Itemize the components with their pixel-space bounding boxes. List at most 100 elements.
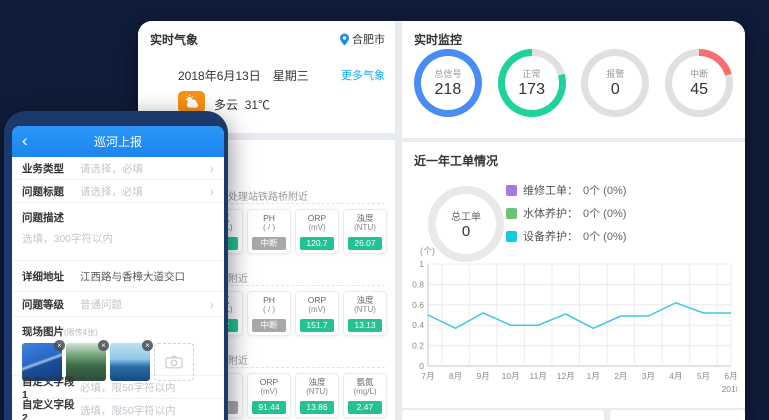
site-photo[interactable]: × — [110, 340, 153, 381]
site-photos-label: 现场图片 — [22, 326, 64, 338]
svg-text:0.2: 0.2 — [412, 341, 424, 351]
problem-description-field[interactable]: 问题描述 选填，300字符以内 — [12, 203, 224, 261]
sensor-name: 浊度 — [356, 213, 374, 223]
phone-screen: ‹ 巡河上报 业务类型 请选择，必填 › 问题标题 请选择，必填 › 问题描述 选填，30… — [12, 126, 224, 420]
sensor-name: PH — [263, 295, 275, 305]
address-field[interactable]: 详细地址 江西路与香樟大道交口 — [12, 261, 224, 292]
back-icon[interactable]: ‹ — [22, 131, 28, 150]
legend-item: 水体养护： 0个 (0%) — [506, 205, 626, 221]
custom-field-1-placeholder: 必填，限50字符以内 — [80, 381, 176, 394]
sensor-name: ORP — [307, 213, 327, 223]
more-weather-link[interactable]: 更多气象 — [341, 70, 385, 82]
custom-field-2-label: 自定义字段2 — [22, 398, 75, 420]
site-photos-block: 现场图片(限传4张) × × × — [12, 317, 224, 381]
problem-level-label: 问题等级 — [22, 298, 64, 311]
custom-field-1[interactable]: 自定义字段1 必填，限50字符以内 — [12, 376, 224, 401]
svg-text:6月: 6月 — [724, 371, 737, 381]
delete-photo-icon[interactable]: × — [54, 340, 65, 351]
sensor-card: ORP (mV) 91.44 — [247, 373, 291, 418]
donut-label: 总工单 — [451, 212, 481, 223]
legend-color-swatch — [506, 230, 517, 242]
legend-color-swatch — [506, 207, 517, 219]
dashboard-window: 实时气象 合肥市 2018年6月13日 星期三 更多气象 多云 — [138, 21, 745, 420]
sensor-value-badge: 26.07 — [348, 237, 382, 250]
sun-cloud-icon — [184, 94, 198, 108]
bottom-panel-left — [402, 410, 604, 420]
monitor-ring: 正常 173 — [497, 49, 566, 117]
sensor-value-badge: 151.7 — [300, 319, 334, 332]
svg-text:0.8: 0.8 — [412, 279, 424, 289]
sensor-unit: (NTU) — [354, 223, 376, 232]
form-row-placeholder: 请选择，必填 — [80, 185, 143, 198]
delete-photo-icon[interactable]: × — [98, 340, 109, 351]
station-title: 附近 — [228, 356, 248, 367]
site-photo[interactable]: × — [22, 340, 65, 381]
svg-text:8月: 8月 — [449, 371, 462, 381]
weather-title: 实时气象 — [150, 33, 199, 47]
weather-temp: 31℃ — [244, 98, 271, 112]
phone-mockup: ‹ 巡河上报 业务类型 请选择，必填 › 问题标题 请选择，必填 › 问题描述 选填，30… — [4, 111, 228, 420]
svg-text:4月: 4月 — [669, 371, 682, 381]
weather-date: 2018年6月13日 星期三 — [178, 69, 309, 83]
photo-thumbnails: × × × — [22, 340, 214, 381]
bottom-panel-right — [610, 410, 745, 420]
chevron-right-icon: › — [209, 160, 214, 176]
svg-text:0: 0 — [419, 361, 424, 371]
monitor-rings: 总信号 218 正常 173 报警 0 中断 45 — [406, 49, 741, 117]
address-value: 江西路与香樟大道交口 — [80, 270, 185, 283]
sensor-value-badge: 91.44 — [252, 401, 286, 414]
legend-value: 0个 (0%) — [583, 185, 627, 197]
sensor-name: ORP — [307, 295, 327, 305]
legend-label: 设备养护： — [523, 231, 578, 243]
sensor-card: 浊度 (NTU) 13.86 — [295, 373, 339, 418]
city-selector[interactable]: 合肥市 — [340, 31, 385, 47]
address-label: 详细地址 — [22, 270, 64, 283]
sensor-unit: (NTU) — [354, 305, 376, 314]
form-row-select[interactable]: 问题标题 请选择，必填 › — [12, 180, 224, 203]
svg-text:12月: 12月 — [557, 371, 575, 381]
custom-field-2-placeholder: 选填，限50字符以内 — [80, 404, 176, 417]
svg-text:10月: 10月 — [502, 371, 520, 381]
location-pin-icon — [340, 33, 349, 45]
workorder-legend: 维修工单： 0个 (0%) 水体养护： 0个 (0%) 设备养护： 0个 (0%) — [506, 182, 626, 244]
legend-item: 维修工单： 0个 (0%) — [506, 182, 626, 198]
svg-text:0.6: 0.6 — [412, 300, 424, 310]
custom-field-2[interactable]: 自定义字段2 选填，限50字符以内 — [12, 399, 224, 420]
workorder-panel: 近一年工单情况 总工单 0 维修工单： 0个 (0%) 水体养护： 0个 (0%) 设备… — [402, 142, 745, 408]
problem-level-select[interactable]: 问题等级 普通问题 › — [12, 292, 224, 317]
sensor-card: 浊度 (NTU) 13.13 — [343, 291, 387, 336]
station-section: 处理站铁路桥附近氨氮(mg/L)0.71PH( / )中断ORP(mV)120.… — [138, 188, 395, 268]
ring-label: 中断 — [690, 69, 709, 79]
form-row-placeholder: 请选择，必填 — [80, 162, 143, 175]
delete-photo-icon[interactable]: × — [142, 340, 153, 351]
workorder-line-chart: 0 0.2 0.4 0.6 0.8 1 7月 8月 9月 10月 11月 12月 1月 2月 3月 4月 5月 6… — [410, 256, 741, 409]
svg-text:1: 1 — [419, 259, 424, 269]
form-row-select[interactable]: 业务类型 请选择，必填 › — [12, 157, 224, 180]
weather-condition-text: 多云 31℃ — [214, 98, 271, 112]
sensor-card: PH( / ) 中断 — [247, 209, 291, 254]
chevron-right-icon: › — [209, 183, 214, 199]
monitor-ring: 总信号 218 — [413, 49, 482, 117]
svg-text:3月: 3月 — [642, 371, 655, 381]
site-photo[interactable]: × — [66, 340, 109, 381]
legend-value: 0个 (0%) — [583, 208, 627, 220]
chart-y-axis-unit: (个) — [420, 246, 435, 256]
sensor-card: ORP (mV) 120.7 — [295, 209, 339, 254]
ring-label: 报警 — [606, 69, 625, 79]
sensor-card: 氨氮 (mg/L) 2.47 — [343, 373, 387, 418]
svg-text:1月: 1月 — [587, 371, 600, 381]
monitor-ring: 中断 45 — [665, 49, 734, 117]
legend-label: 水体养护： — [523, 208, 578, 220]
sensor-unit: (NTU) — [306, 387, 328, 396]
svg-text:2月: 2月 — [614, 371, 627, 381]
site-photos-hint: (限传4张) — [64, 328, 98, 337]
sensor-name: ORP — [259, 377, 279, 387]
ring-value: 173 — [518, 81, 545, 98]
legend-label: 维修工单： — [523, 185, 578, 197]
add-photo-button[interactable] — [154, 343, 194, 381]
sensor-value-badge: 13.86 — [300, 401, 334, 414]
svg-text:2018: 2018 — [722, 384, 737, 394]
donut-value: 0 — [461, 223, 471, 240]
sensor-value-badge: 中断 — [252, 237, 286, 250]
ring-label: 正常 — [522, 69, 541, 79]
